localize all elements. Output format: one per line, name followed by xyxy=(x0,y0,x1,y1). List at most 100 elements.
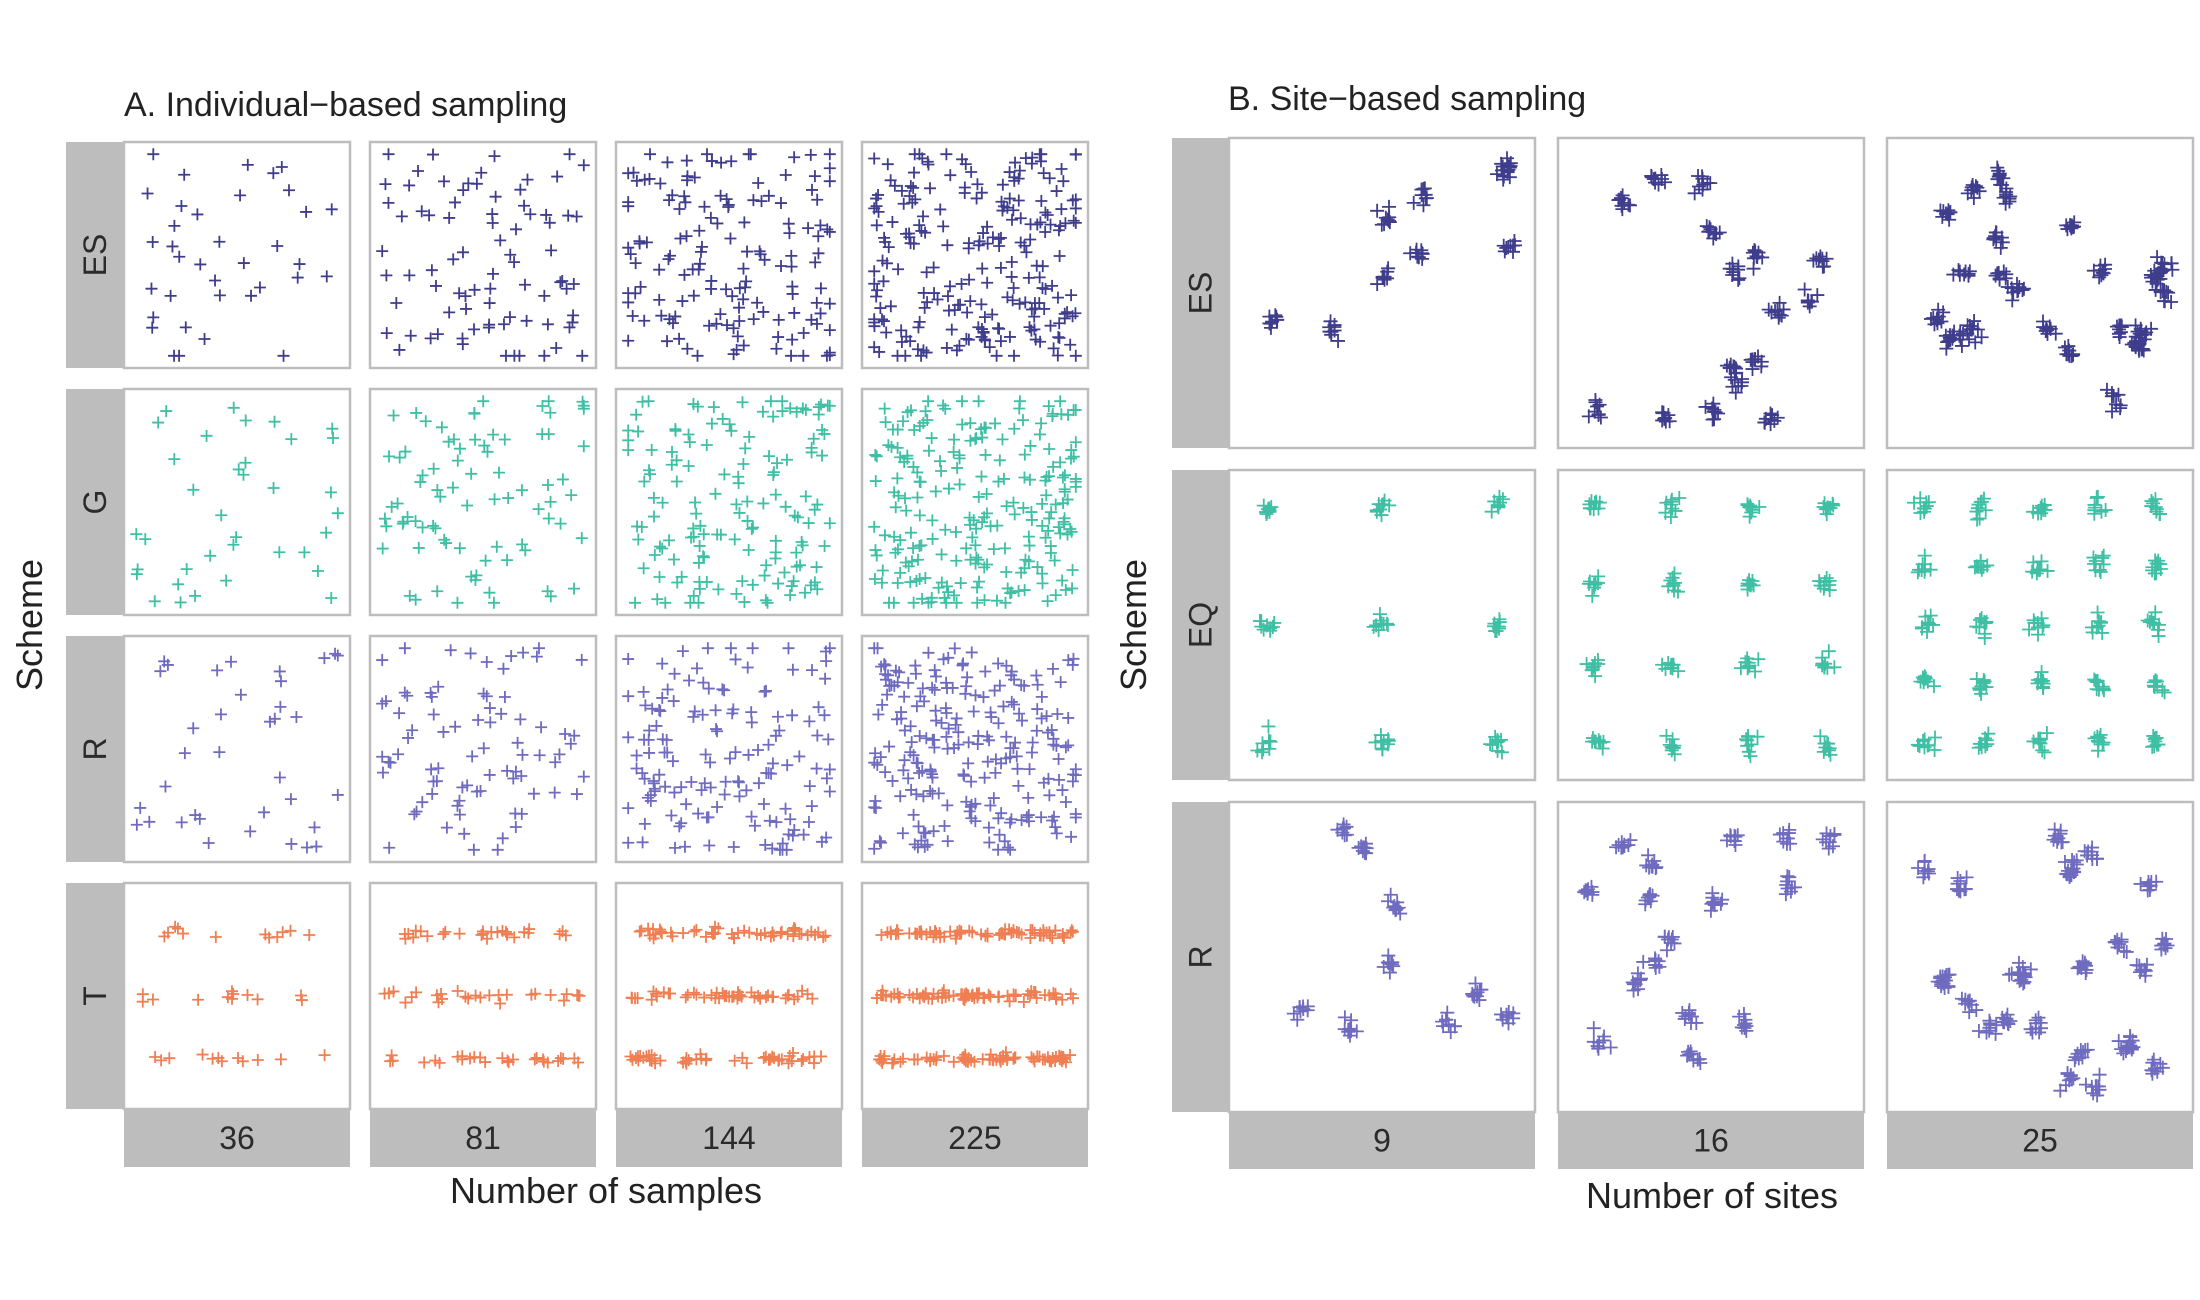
sample-point xyxy=(1819,571,1834,586)
sample-point xyxy=(545,244,558,257)
sample-point xyxy=(975,470,988,483)
sample-point xyxy=(1388,903,1403,918)
sample-point xyxy=(1751,245,1766,260)
panel-eq-25 xyxy=(1885,468,2195,782)
sample-point xyxy=(738,216,751,229)
sample-point xyxy=(778,566,791,579)
sample-point xyxy=(733,790,746,803)
sample-point xyxy=(1992,168,2007,183)
sample-point xyxy=(2147,566,2162,581)
sample-point xyxy=(384,1055,397,1068)
sample-point xyxy=(711,528,724,541)
panel-r-144 xyxy=(614,634,844,864)
sample-point xyxy=(733,506,746,519)
sample-point xyxy=(916,152,929,165)
sample-point xyxy=(812,247,825,260)
sample-point xyxy=(437,725,450,738)
sample-point xyxy=(816,449,829,462)
sample-point xyxy=(877,315,890,328)
sample-point xyxy=(457,184,470,197)
sample-point xyxy=(793,750,806,763)
sample-point xyxy=(200,429,213,442)
sample-point xyxy=(940,596,953,609)
sample-point xyxy=(1986,232,2001,247)
sample-point xyxy=(745,716,758,729)
sample-point xyxy=(403,179,416,192)
sample-point xyxy=(683,674,696,687)
sample-point xyxy=(431,328,444,341)
sample-point xyxy=(891,441,904,454)
sample-point xyxy=(1758,411,1773,426)
sample-point xyxy=(989,753,1002,766)
sample-point xyxy=(900,504,913,517)
sample-point xyxy=(675,781,688,794)
sample-point xyxy=(972,490,985,503)
sample-point xyxy=(819,645,832,658)
sample-point xyxy=(520,314,533,327)
sample-point xyxy=(760,559,773,572)
sample-point xyxy=(1037,776,1050,789)
sample-point xyxy=(962,757,975,770)
sample-point xyxy=(941,239,954,252)
sample-point xyxy=(981,558,994,571)
sample-point xyxy=(1681,1044,1696,1059)
sample-point xyxy=(562,209,575,222)
sample-point xyxy=(730,343,743,356)
sample-point xyxy=(1593,735,1608,750)
sample-point xyxy=(300,205,313,218)
sample-point xyxy=(1380,617,1395,632)
sample-point xyxy=(913,766,926,779)
sample-point xyxy=(225,655,238,668)
sample-point xyxy=(468,283,481,296)
sample-point xyxy=(964,417,977,430)
sample-point xyxy=(714,308,727,321)
sample-point xyxy=(577,770,590,783)
sample-point xyxy=(553,748,566,761)
sample-point xyxy=(1043,512,1056,525)
sample-point xyxy=(293,258,306,271)
sample-point xyxy=(2034,554,2049,569)
sample-point xyxy=(1066,563,1079,576)
sample-point xyxy=(787,1047,800,1059)
sample-point xyxy=(1069,307,1082,320)
sample-point xyxy=(759,594,772,607)
sample-point xyxy=(284,793,297,806)
sample-point xyxy=(1585,588,1600,603)
sample-point xyxy=(663,313,676,326)
sample-point xyxy=(641,791,654,804)
sample-point xyxy=(739,442,752,455)
sample-point xyxy=(894,566,907,579)
sample-point xyxy=(2059,218,2074,233)
sample-point xyxy=(331,507,344,520)
sample-point xyxy=(1748,244,1763,259)
sample-point xyxy=(993,828,1006,841)
sample-point xyxy=(1976,559,1991,574)
sample-point xyxy=(686,263,699,276)
sample-point xyxy=(736,396,749,409)
sample-point xyxy=(640,236,653,249)
sample-point xyxy=(750,927,763,940)
sample-point xyxy=(969,797,982,810)
sample-point xyxy=(871,642,884,655)
sample-point xyxy=(1026,736,1039,749)
sample-point xyxy=(1500,165,1515,180)
sample-point xyxy=(973,987,986,1000)
sample-point xyxy=(2091,618,2106,633)
sample-point xyxy=(810,317,823,330)
sample-point xyxy=(1966,182,1981,197)
panel-r-81 xyxy=(368,634,598,864)
sample-point xyxy=(1025,1051,1038,1064)
sample-point xyxy=(963,924,976,937)
sample-point xyxy=(913,730,926,743)
sample-point xyxy=(718,684,731,697)
sample-point xyxy=(983,836,996,849)
sample-point xyxy=(996,433,1009,446)
sample-point xyxy=(771,457,784,470)
sample-point xyxy=(671,576,684,589)
sample-point xyxy=(772,577,785,590)
sample-point xyxy=(283,184,296,197)
sample-point xyxy=(942,586,955,599)
sample-point xyxy=(965,165,978,178)
sample-point xyxy=(667,695,680,708)
sample-point xyxy=(691,400,704,413)
